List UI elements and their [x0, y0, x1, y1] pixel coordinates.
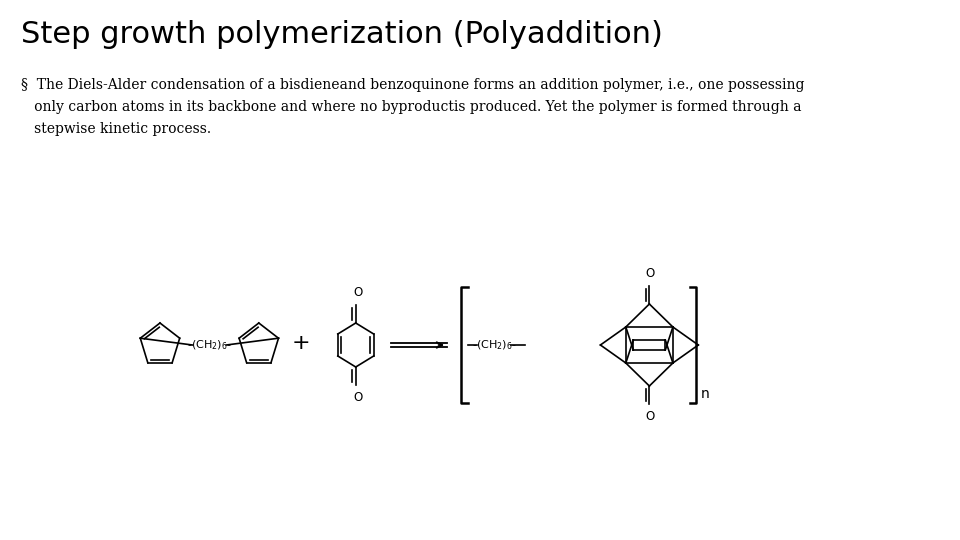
Text: O: O — [353, 286, 362, 299]
Text: Step growth polymerization (Polyaddition): Step growth polymerization (Polyaddition… — [21, 20, 662, 49]
Text: -(CH$_2$)$_6$-: -(CH$_2$)$_6$- — [187, 338, 232, 352]
Text: n: n — [701, 387, 709, 401]
Text: §  The Diels-Alder condensation of a bisdieneand benzoquinone forms an addition : § The Diels-Alder condensation of a bisd… — [21, 78, 804, 92]
Text: O: O — [646, 267, 655, 280]
Text: +: + — [292, 333, 310, 353]
Text: O: O — [646, 410, 655, 423]
Text: only carbon atoms in its backbone and where no byproductis produced. Yet the pol: only carbon atoms in its backbone and wh… — [21, 100, 802, 114]
Text: -(CH$_2$)$_6$-: -(CH$_2$)$_6$- — [471, 338, 516, 352]
Text: O: O — [353, 391, 362, 404]
Text: stepwise kinetic process.: stepwise kinetic process. — [21, 122, 211, 136]
